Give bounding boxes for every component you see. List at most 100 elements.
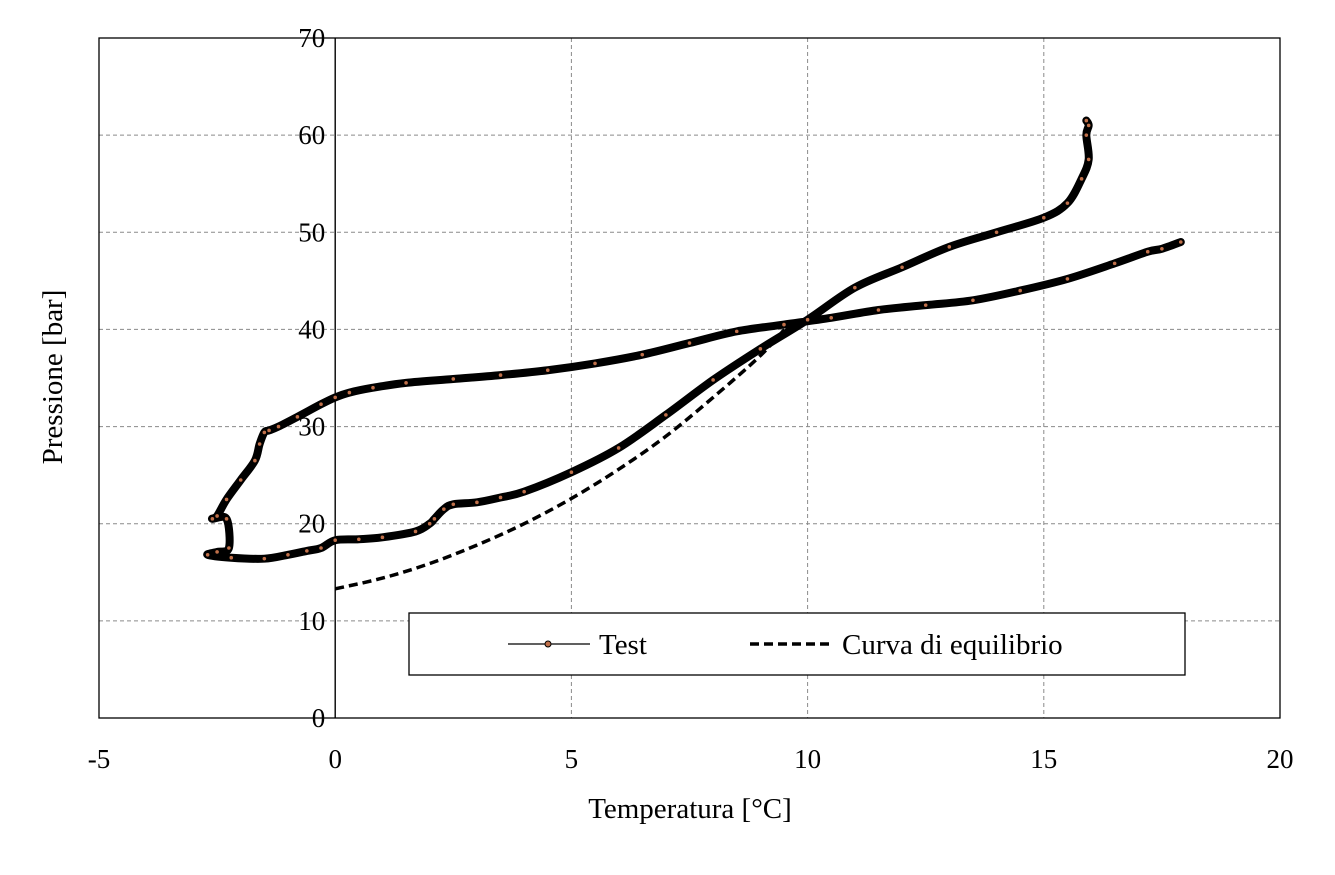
series-test-point: [1086, 122, 1092, 129]
series-test-point: [318, 401, 324, 407]
series-test-point: [497, 372, 504, 378]
series-test-point: [686, 340, 693, 346]
legend-label-curva-di-equilibrio: Curva di equilibrio: [842, 629, 1063, 661]
series-test-point: [1145, 249, 1151, 255]
series-test-point: [1159, 246, 1165, 252]
legend-item-curva-di-equilibrio: Curva di equilibrio: [750, 629, 1063, 661]
series-test-point: [427, 521, 433, 527]
series-test-point: [214, 513, 220, 519]
series-test-point: [431, 516, 438, 522]
x-tick-label: 15: [1030, 744, 1057, 774]
series-test-point: [1083, 132, 1089, 138]
series-test-point: [875, 307, 882, 313]
series-test-point: [403, 380, 409, 386]
series-test-point: [226, 545, 232, 551]
series-test-point: [261, 556, 267, 562]
series-test-point: [1064, 276, 1071, 282]
y-tick-label: 70: [298, 23, 325, 53]
x-tick-label: -5: [88, 744, 111, 774]
series-test-point: [1041, 215, 1047, 221]
series-test-point: [346, 389, 352, 396]
series-test-line: [203, 116, 1185, 563]
series-test-point: [304, 548, 310, 554]
series-test-point: [238, 477, 244, 483]
series-test-point: [285, 552, 291, 558]
series-test-point: [734, 328, 740, 334]
y-tick-label: 50: [298, 217, 325, 247]
x-tick-labels: -5 0 5 10 15 20: [88, 744, 1294, 774]
plot-background: [99, 38, 1280, 718]
series-layer: [203, 116, 1185, 591]
series-test-point: [899, 264, 905, 270]
series-test-point: [1112, 260, 1118, 266]
series-test-point: [781, 321, 787, 328]
series-test-point: [521, 489, 527, 495]
x-tick-label: 20: [1267, 744, 1294, 774]
series-test-point: [332, 394, 338, 401]
series-test-point: [923, 302, 929, 308]
series-test-point: [450, 376, 456, 382]
series-test-point: [828, 315, 834, 321]
series-curva-di-equilibrio-line: [334, 323, 791, 591]
series-test-point: [616, 445, 622, 451]
series-test-point: [257, 441, 263, 447]
series-test-point: [450, 501, 456, 507]
y-axis-title: Pressione [bar]: [37, 290, 69, 465]
series-test-point: [1086, 156, 1092, 163]
series-test-point: [370, 385, 376, 391]
series-test-point: [223, 516, 230, 522]
legend: Test Curva di equilibrio: [408, 612, 1186, 676]
plot-frame: [98, 37, 1281, 719]
series-test-point: [1078, 176, 1085, 182]
x-tick-label: 10: [794, 744, 821, 774]
series-test-point: [441, 506, 447, 512]
series-test-point: [1083, 117, 1089, 124]
series-test-point: [852, 285, 858, 291]
series-test-point: [294, 414, 301, 420]
series-test-point: [757, 346, 763, 352]
y-tick-label: 40: [298, 314, 325, 344]
y-tick-label: 10: [298, 606, 325, 636]
series-test-point: [412, 528, 419, 535]
series-test-point: [804, 317, 811, 323]
y-tick-label: 30: [298, 412, 325, 442]
series-test-point: [946, 244, 952, 250]
series-test-point: [356, 536, 362, 542]
series-test-point: [332, 537, 338, 543]
legend-label-test: Test: [599, 629, 647, 661]
y-tick-label: 0: [312, 703, 326, 733]
series-test-point: [318, 545, 324, 551]
series-test-point: [223, 496, 230, 503]
series-test-point: [1178, 239, 1184, 245]
series-test-point: [497, 494, 504, 501]
series-test-point: [545, 367, 551, 373]
legend-swatch-test-marker: [544, 640, 552, 648]
series-test-point: [275, 423, 282, 430]
y-tick-label: 20: [298, 509, 325, 539]
series-test-point: [639, 352, 645, 358]
x-axis-title: Temperatura [°C]: [588, 793, 792, 825]
series-test-point: [1064, 200, 1071, 206]
series-test-point: [379, 534, 386, 540]
series-test-point: [209, 516, 215, 522]
series-test-point: [710, 377, 716, 383]
series-test-point: [205, 552, 211, 558]
series-test-point: [592, 360, 598, 367]
x-tick-label: 5: [565, 744, 579, 774]
series-test-point: [252, 457, 258, 464]
y-tick-labels: 0 10 20 30 40 50 60 70: [298, 23, 325, 733]
legend-item-test: Test: [508, 629, 647, 661]
x-tick-label: 0: [328, 744, 342, 774]
series-test-point: [1017, 287, 1023, 294]
series-test-point: [970, 297, 976, 303]
series-test-point: [993, 229, 1000, 235]
series-test-point: [474, 499, 480, 505]
series-test-point: [214, 549, 220, 555]
series-test-point: [663, 412, 669, 418]
series-test-point: [261, 429, 267, 435]
y-tick-label: 60: [298, 120, 325, 150]
series-test-point: [228, 555, 234, 561]
series-test-point: [266, 427, 272, 434]
series-test-point: [568, 469, 575, 475]
